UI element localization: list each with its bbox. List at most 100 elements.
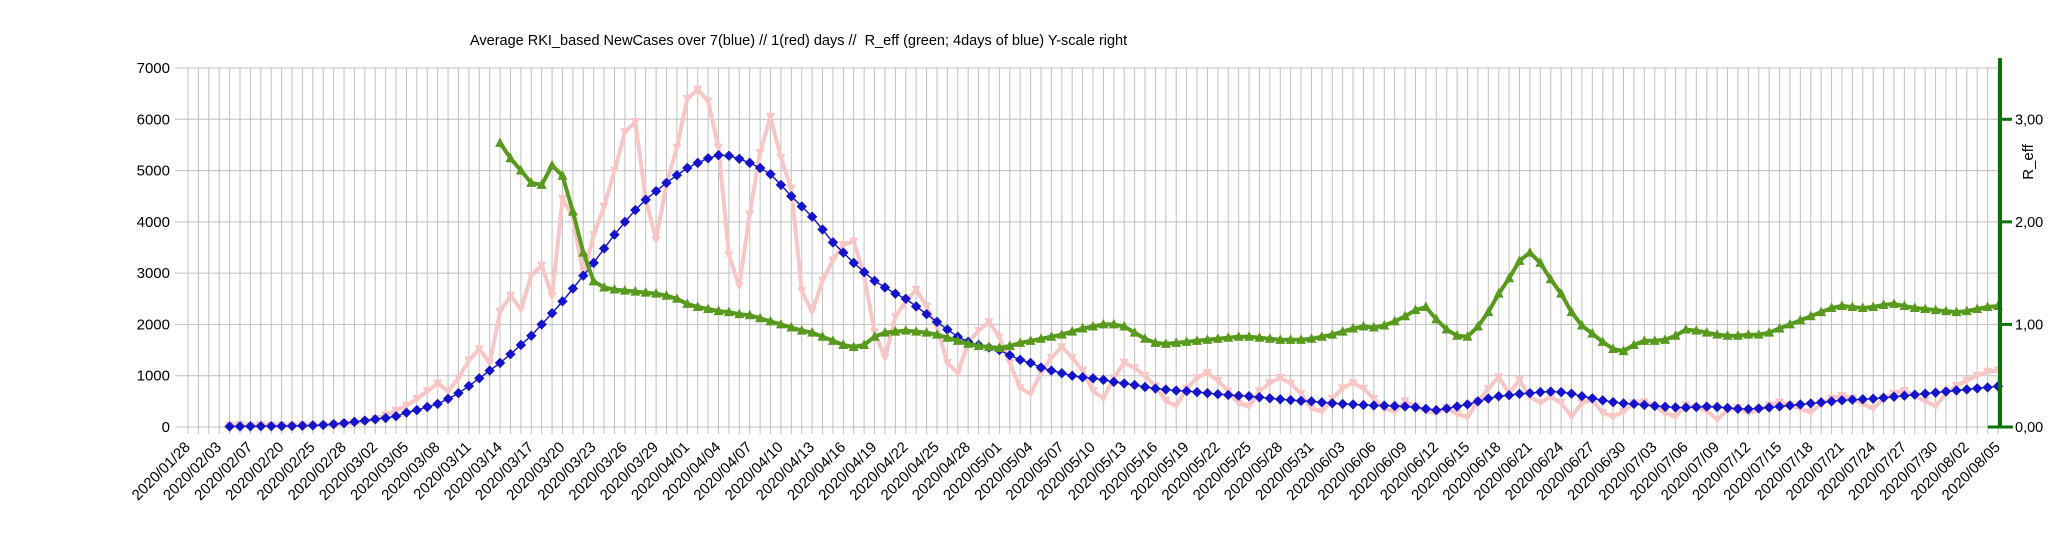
data-point-marker [755,148,765,158]
data-point-marker [1597,336,1608,346]
data-point-marker [1348,379,1358,388]
data-point-marker [1379,319,1390,330]
data-point-marker [1472,396,1484,407]
data-point-marker [1025,357,1036,369]
data-point-marker [1441,403,1452,414]
data-point-marker [651,236,661,245]
data-point-marker [349,416,360,428]
data-point-marker [463,380,475,392]
data-point-marker [1982,382,1993,393]
data-point-marker [1982,301,1993,311]
data-point-marker [911,285,921,295]
data-point-marker [1379,400,1390,411]
data-point-marker [931,316,943,328]
data-point-marker [422,387,432,396]
data-point-marker [1805,398,1816,409]
data-point-marker [433,379,443,389]
data-point-marker [1701,401,1712,412]
data-point-marker [1452,330,1463,340]
data-point-marker [1358,320,1369,331]
data-point-marker [599,281,610,292]
data-point-marker [1722,402,1733,414]
data-point-marker [1556,399,1566,408]
data-point-marker [827,237,839,248]
data-point-marker [286,420,298,432]
series-r-eff [495,137,2003,356]
data-point-marker [734,153,745,164]
data-point-marker [1119,320,1130,331]
data-point-marker [890,288,901,299]
data-point-marker [1847,301,1858,311]
data-point-marker [1961,384,1972,395]
data-point-marker [1390,407,1400,417]
data-point-marker [1930,304,1941,315]
data-point-marker [1764,327,1775,337]
data-point-marker [1546,392,1556,402]
data-point-marker [1670,330,1681,340]
data-point-marker [828,256,838,266]
data-point-marker [702,153,714,164]
data-point-marker [1181,336,1192,346]
data-point-marker [359,415,371,426]
data-point-marker [1140,371,1150,381]
data-point-marker [1286,379,1296,389]
data-point-marker [1920,303,1931,314]
data-point-marker [401,407,412,418]
data-point-marker [1234,399,1244,409]
data-point-marker [1233,331,1244,341]
data-point-marker [1753,329,1764,339]
data-point-marker [1826,302,1837,313]
data-point-marker [869,275,880,287]
data-point-marker [848,341,859,351]
data-point-marker [1462,399,1473,410]
data-point-marker [983,341,994,351]
data-point-marker [276,420,287,432]
data-point-marker [1545,273,1556,284]
data-point-marker [765,315,776,326]
data-point-marker [1940,305,1951,316]
data-point-marker [1077,366,1088,376]
data-point-marker [1576,391,1588,402]
data-point-marker [1088,320,1098,331]
data-point-marker [682,162,693,174]
data-point-marker [952,335,963,345]
data-point-marker [485,359,495,368]
data-point-marker [1265,379,1275,388]
y-left-tick-label: 7000 [137,60,170,77]
data-point-marker [1337,326,1348,336]
data-point-marker [1712,329,1723,339]
data-point-marker [1732,330,1743,340]
data-point-marker [1951,306,1962,317]
data-point-marker [1254,387,1265,396]
data-point-marker [1659,401,1671,412]
data-point-marker [1712,415,1722,425]
data-point-marker [401,401,412,411]
data-point-marker [1836,300,1847,310]
data-point-marker [515,164,526,175]
data-point-marker [1472,320,1483,331]
data-point-marker [1868,301,1879,311]
data-point-marker [1649,400,1660,412]
data-point-marker [630,204,641,216]
data-point-marker [931,329,942,339]
data-point-marker [1493,288,1504,298]
data-point-marker [1150,337,1161,347]
data-point-marker [1098,318,1109,329]
data-point-marker [1535,386,1546,398]
data-point-marker [1867,393,1879,404]
data-point-marker [567,206,578,216]
data-point-marker [1483,384,1493,394]
data-point-marker [1805,310,1816,321]
data-point-marker [1389,315,1400,326]
data-point-marker [1618,398,1629,409]
data-point-marker [713,143,724,153]
data-point-marker [1254,392,1265,403]
data-point-marker [797,287,807,296]
data-point-marker [879,282,891,293]
data-point-marker [474,373,485,384]
data-point-marker [1098,374,1109,386]
data-point-marker [1420,403,1432,414]
y-axis-right: 0,00 1,00 2,00 3,00 R_eff [1988,58,2043,436]
data-point-marker [1212,333,1223,343]
